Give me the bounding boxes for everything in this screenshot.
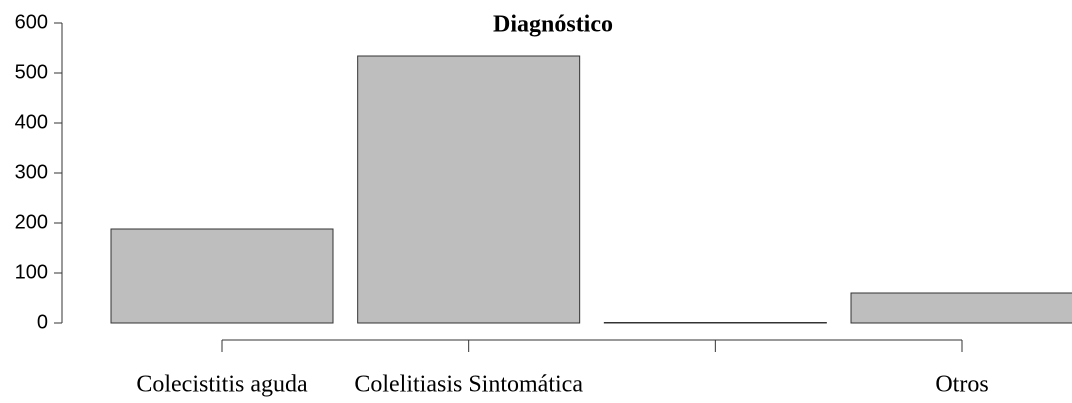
chart-title: Diagnóstico: [493, 12, 613, 38]
y-tick-label: 100: [15, 261, 48, 283]
y-tick-label: 400: [15, 111, 48, 133]
x-tick-label: Colelitiasis Sintomática: [354, 372, 583, 398]
y-tick-label: 500: [15, 61, 48, 83]
y-tick-label: 300: [15, 161, 48, 183]
bar: [110, 228, 334, 324]
y-tick-label: 0: [37, 311, 48, 333]
bar: [850, 292, 1072, 324]
x-tick-label: Otros: [935, 372, 988, 398]
bar: [357, 55, 581, 324]
x-tick-label: Colecistitis aguda: [136, 372, 308, 398]
bar: [603, 322, 827, 324]
y-tick-label: 200: [15, 211, 48, 233]
y-tick-label: 600: [15, 11, 48, 33]
